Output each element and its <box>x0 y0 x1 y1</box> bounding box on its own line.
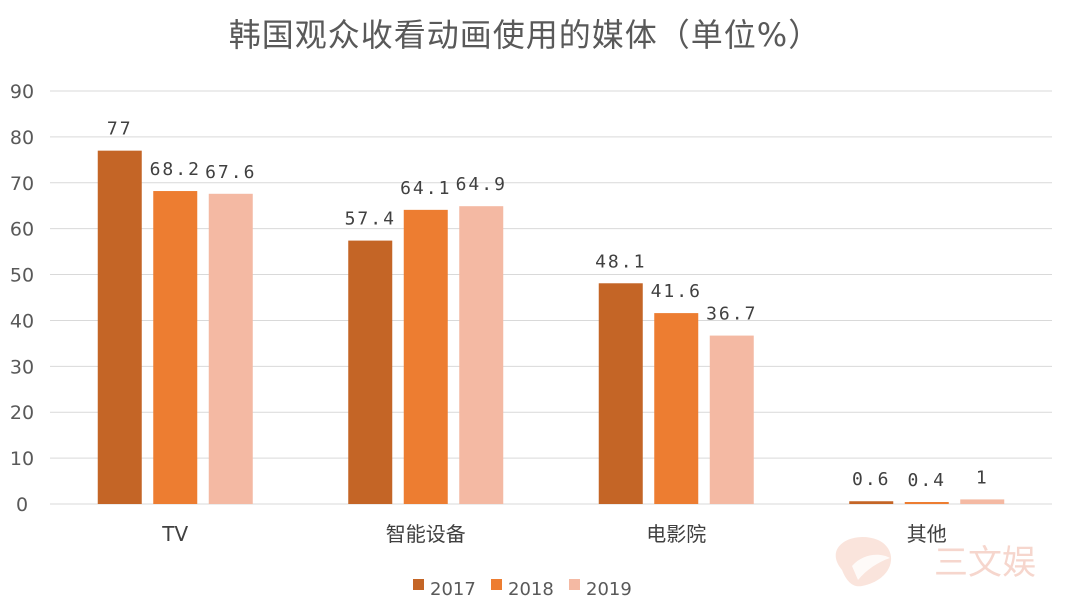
chart-title: 韩国观众收看动画使用的媒体（单位%） <box>229 16 821 54</box>
x-category-label: 电影院 <box>646 522 706 546</box>
legend: 2017 2018 2019 <box>413 579 632 600</box>
y-tick-label: 80 <box>10 127 34 149</box>
y-tick-label: 50 <box>10 265 34 287</box>
bar-2019-0 <box>208 193 253 504</box>
bar-2017-1 <box>348 240 393 504</box>
x-category-label: 智能设备 <box>386 522 466 546</box>
y-tick-label: 40 <box>10 310 34 332</box>
bar-2017-0 <box>97 150 142 504</box>
data-label: 57.4 <box>345 209 396 230</box>
data-label: 0.6 <box>852 469 891 490</box>
bar-2019-3 <box>960 499 1005 504</box>
bar-2018-0 <box>153 191 198 504</box>
legend-swatch-2017 <box>413 579 424 590</box>
y-tick-label: 0 <box>16 494 28 516</box>
x-category-label: 其他 <box>907 522 947 546</box>
y-axis-ticks: 0 10 20 30 40 50 60 70 80 90 <box>10 81 34 516</box>
data-label: 48.1 <box>595 251 646 272</box>
data-label: 36.7 <box>706 304 757 325</box>
data-label: 64.1 <box>400 178 451 199</box>
y-tick-label: 20 <box>10 402 34 424</box>
x-category-label: TV <box>161 522 188 546</box>
data-label: 64.9 <box>456 174 507 195</box>
y-tick-label: 90 <box>10 81 34 103</box>
watermark: 三文娱 <box>835 536 1036 587</box>
data-label: 1 <box>976 467 989 488</box>
legend-label: 2019 <box>586 579 632 600</box>
x-axis-categories: TV 智能设备 电影院 其他 <box>161 522 946 546</box>
legend-label: 2018 <box>508 579 554 600</box>
legend-swatch-2018 <box>491 579 502 590</box>
data-label: 0.4 <box>907 470 946 491</box>
data-label: 68.2 <box>150 159 201 180</box>
bar-2019-1 <box>459 206 504 505</box>
y-tick-label: 10 <box>10 448 34 470</box>
bar-2018-3 <box>904 502 949 504</box>
data-label: 41.6 <box>651 281 702 302</box>
watermark-text: 三文娱 <box>934 543 1036 583</box>
bar-2017-3 <box>849 501 894 504</box>
bar-2018-1 <box>403 209 448 504</box>
legend-label: 2017 <box>430 579 476 600</box>
data-label: 77 <box>107 119 133 140</box>
data-labels: 77 68.2 67.6 57.464.1 64.9 48.141.636.7 0.6 0.4… <box>107 119 989 491</box>
watermark-leaf-icon <box>852 554 890 580</box>
y-tick-label: 60 <box>10 219 34 241</box>
bar-2019-2 <box>709 335 754 504</box>
data-label: 67.6 <box>205 162 256 183</box>
y-tick-label: 70 <box>10 173 34 195</box>
y-tick-label: 30 <box>10 356 34 378</box>
bar-2018-2 <box>654 313 699 504</box>
gridlines <box>50 90 1052 505</box>
bar-2017-2 <box>598 283 643 504</box>
legend-swatch-2019 <box>569 579 580 590</box>
bars <box>97 150 1005 505</box>
